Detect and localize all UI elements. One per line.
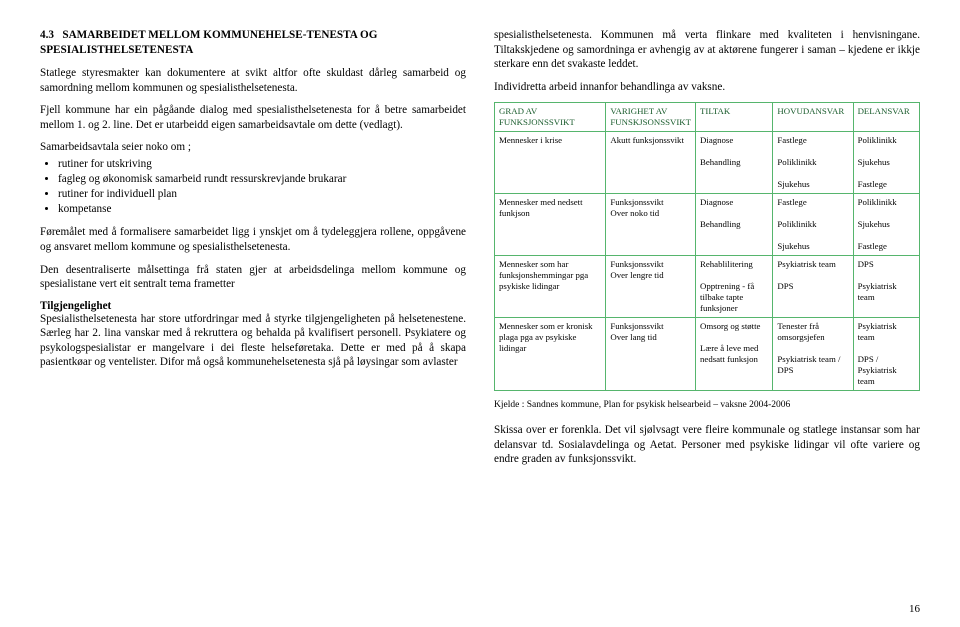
paragraph: Den desentraliserte målsettinga frå stat… bbox=[40, 263, 466, 292]
left-column: 4.3 SAMARBEIDET MELLOM KOMMUNEHELSE-TENE… bbox=[40, 28, 466, 475]
list-item: rutiner for utskriving bbox=[58, 157, 466, 172]
col-header: DELANSVAR bbox=[853, 103, 919, 132]
cell: DPS Psykiatrisk team bbox=[853, 256, 919, 318]
paragraph: Samarbeidsavtala seier noko om ; bbox=[40, 140, 466, 155]
cell: Funksjonssvikt Over noko tid bbox=[606, 194, 696, 256]
subheading: Tilgjengelighet bbox=[40, 300, 466, 312]
table-row: Mennesker med nedsett funkjson Funksjons… bbox=[495, 194, 920, 256]
cell: Psykiatrisk team DPS / Psykiatrisk team bbox=[853, 317, 919, 390]
bullet-list: rutiner for utskriving fagleg og økonomi… bbox=[40, 157, 466, 217]
table-row: Mennesker som er kronisk plaga pga av ps… bbox=[495, 317, 920, 390]
col-header: HOVUDANSVAR bbox=[773, 103, 853, 132]
paragraph: Statlege styresmakter kan dokumentere at… bbox=[40, 66, 466, 95]
table-header-row: GRAD AV FUNKSJONSSVIKT VARIGHET AV FUNSK… bbox=[495, 103, 920, 132]
source-note: Kjelde : Sandnes kommune, Plan for psyki… bbox=[494, 399, 920, 411]
paragraph: spesialisthelsetenesta. Kommunen må vert… bbox=[494, 28, 920, 72]
cell: Mennesker som er kronisk plaga pga av ps… bbox=[495, 317, 606, 390]
cell: Fastlege Poliklinikk Sjukehus bbox=[773, 194, 853, 256]
cell: Mennesker i krise bbox=[495, 132, 606, 194]
paragraph: Spesialisthelsetenesta har store utfordr… bbox=[40, 312, 466, 370]
section-title: SAMARBEIDET MELLOM KOMMUNEHELSE-TENESTA … bbox=[40, 29, 377, 56]
list-item: fagleg og økonomisk samarbeid rundt ress… bbox=[58, 172, 466, 187]
page-number: 16 bbox=[909, 603, 920, 615]
cell: Akutt funksjonssvikt bbox=[606, 132, 696, 194]
responsibility-table: GRAD AV FUNKSJONSSVIKT VARIGHET AV FUNSK… bbox=[494, 102, 920, 391]
cell: Omsorg og støtte Lære å leve med nedsatt… bbox=[696, 317, 773, 390]
paragraph: Fjell kommune har ein pågåande dialog me… bbox=[40, 103, 466, 132]
cell: Fastlege Poliklinikk Sjukehus bbox=[773, 132, 853, 194]
section-heading: 4.3 SAMARBEIDET MELLOM KOMMUNEHELSE-TENE… bbox=[40, 28, 466, 58]
cell: Tenester frå omsorgsjefen Psykiatrisk te… bbox=[773, 317, 853, 390]
cell: Diagnose Behandling bbox=[696, 132, 773, 194]
cell: Mennesker som har funksjonshemmingar pga… bbox=[495, 256, 606, 318]
col-header: GRAD AV FUNKSJONSSVIKT bbox=[495, 103, 606, 132]
cell: Funksjonssvikt Over lengre tid bbox=[606, 256, 696, 318]
cell: Psykiatrisk team DPS bbox=[773, 256, 853, 318]
list-item: rutiner for individuell plan bbox=[58, 187, 466, 202]
cell: Diagnose Behandling bbox=[696, 194, 773, 256]
cell: Poliklinikk Sjukehus Fastlege bbox=[853, 194, 919, 256]
cell: Poliklinikk Sjukehus Fastlege bbox=[853, 132, 919, 194]
section-number: 4.3 bbox=[40, 29, 54, 41]
cell: Mennesker med nedsett funkjson bbox=[495, 194, 606, 256]
cell: Rehablilitering Opptrening - få tilbake … bbox=[696, 256, 773, 318]
right-column: spesialisthelsetenesta. Kommunen må vert… bbox=[494, 28, 920, 475]
table-row: Mennesker i krise Akutt funksjonssvikt D… bbox=[495, 132, 920, 194]
paragraph: Individretta arbeid innanfor behandlinga… bbox=[494, 80, 920, 95]
col-header: VARIGHET AV FUNSKJSONSSVIKT bbox=[606, 103, 696, 132]
paragraph: Føremålet med å formalisere samarbeidet … bbox=[40, 225, 466, 254]
table-row: Mennesker som har funksjonshemmingar pga… bbox=[495, 256, 920, 318]
col-header: TILTAK bbox=[696, 103, 773, 132]
two-column-layout: 4.3 SAMARBEIDET MELLOM KOMMUNEHELSE-TENE… bbox=[40, 28, 920, 475]
cell: Funksjonssvikt Over lang tid bbox=[606, 317, 696, 390]
list-item: kompetanse bbox=[58, 202, 466, 217]
paragraph: Skissa over er forenkla. Det vil sjølvsa… bbox=[494, 423, 920, 467]
